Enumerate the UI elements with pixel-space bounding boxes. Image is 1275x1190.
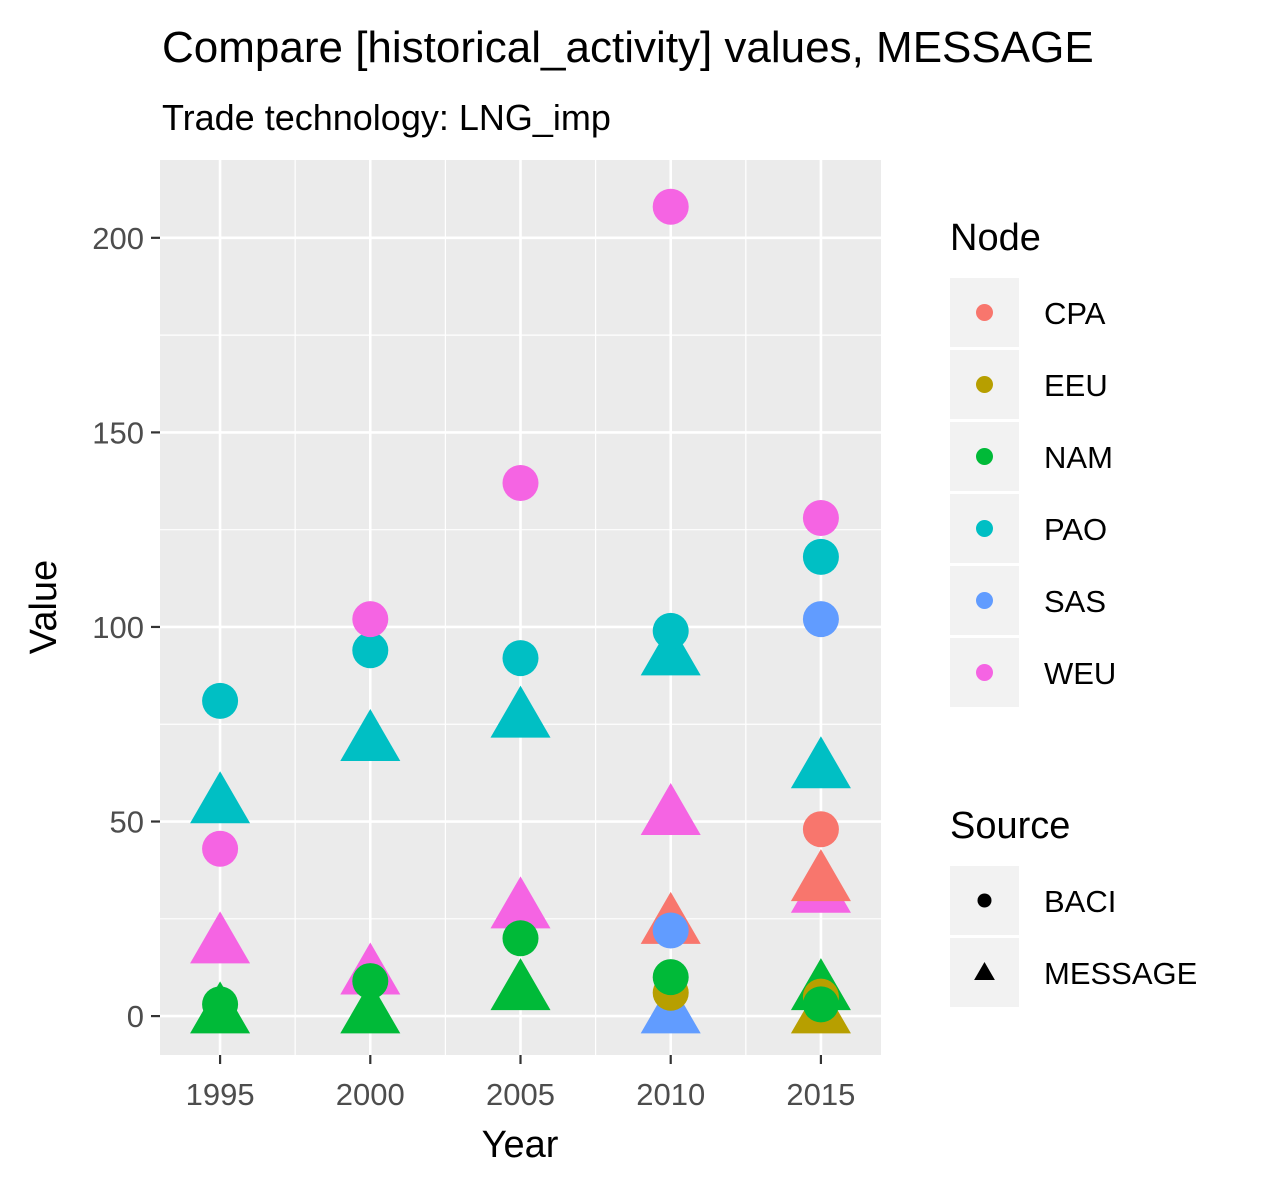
x-axis: 1995 2000 2005 2010 2015 (186, 1055, 855, 1112)
data-point-pao-message-2005 (490, 685, 551, 738)
y-axis-label: Value (23, 560, 65, 654)
data-point-nam-message-2005 (490, 958, 551, 1011)
y-axis: 0 50 100 150 200 (92, 221, 160, 1034)
legend-marker-baci (977, 893, 992, 908)
y-tick-label: 100 (92, 610, 144, 645)
data-point-pao-baci-2010 (652, 612, 689, 649)
data-point-weu-message-1995 (190, 911, 251, 964)
data-point-nam-baci-2005 (502, 920, 539, 957)
legend-label-message: MESSAGE (1044, 956, 1197, 991)
legend-label-sas: SAS (1044, 584, 1106, 619)
data-point-nam-baci-2000 (352, 963, 389, 1000)
data-point-pao-baci-2000 (352, 632, 389, 669)
legend-marker-cpa (976, 304, 993, 321)
legend-label-nam: NAM (1044, 440, 1113, 475)
data-point-weu-baci-2000 (352, 601, 389, 638)
data-point-weu-message-2010 (640, 782, 701, 835)
data-point-pao-message-1995 (190, 771, 251, 824)
legend-label-eeu: EEU (1044, 368, 1108, 403)
legend-marker-nam (976, 448, 993, 465)
data-point-pao-message-2015 (790, 736, 851, 789)
data-point-pao-message-2010 (640, 623, 701, 676)
data-point-pao-baci-2005 (502, 640, 539, 677)
x-axis-label: Year (482, 1124, 559, 1166)
y-tick-label: 50 (110, 805, 144, 840)
x-tick-label: 2005 (486, 1077, 555, 1112)
legend-label-weu: WEU (1044, 656, 1116, 691)
legend-label-baci: BACI (1044, 884, 1116, 919)
data-point-weu-baci-1995 (202, 830, 239, 867)
y-tick-label: 200 (92, 221, 144, 256)
legend: Node CPA EEU NAM PAO SAS WEU Source BACI MESSA… (950, 217, 1197, 1007)
data-point-sas-baci-2010 (652, 912, 689, 949)
x-tick-label: 2010 (636, 1077, 705, 1112)
data-point-weu-message-2005 (490, 876, 551, 929)
data-points (190, 188, 851, 1034)
chart-title: Compare [historical_activity] values, ME… (162, 23, 1094, 72)
legend-marker-message (974, 962, 995, 980)
legend-marker-pao (976, 520, 993, 537)
data-point-nam-baci-2015 (802, 986, 839, 1023)
legend-node-keys: CPA EEU NAM PAO SAS WEU (950, 278, 1116, 707)
data-point-weu-baci-2005 (502, 464, 539, 501)
x-tick-label: 1995 (186, 1077, 255, 1112)
legend-marker-eeu (976, 376, 993, 393)
data-point-sas-baci-2015 (802, 601, 839, 638)
data-point-pao-message-2000 (340, 709, 401, 762)
data-point-weu-baci-2015 (802, 500, 839, 536)
data-point-weu-baci-2010 (652, 188, 689, 225)
data-point-pao-baci-1995 (202, 682, 239, 719)
data-point-nam-baci-2010 (652, 959, 689, 996)
legend-marker-weu (976, 664, 993, 681)
legend-node-title: Node (950, 217, 1041, 259)
legend-marker-sas (976, 592, 993, 609)
data-point-pao-baci-2015 (802, 538, 839, 575)
data-point-nam-message-2000 (340, 981, 401, 1034)
chart-subtitle: Trade technology: LNG_imp (162, 97, 611, 138)
data-point-nam-baci-1995 (202, 986, 239, 1023)
x-tick-label: 2015 (786, 1077, 855, 1112)
data-point-cpa-message-2015 (790, 849, 851, 902)
legend-source-keys: BACI MESSAGE (950, 866, 1197, 1007)
y-tick-label: 0 (127, 999, 144, 1034)
legend-label-cpa: CPA (1044, 296, 1106, 331)
legend-label-pao: PAO (1044, 512, 1107, 547)
legend-source-title: Source (950, 805, 1070, 847)
data-point-cpa-baci-2015 (802, 811, 839, 848)
y-tick-label: 150 (92, 415, 144, 450)
x-tick-label: 2000 (336, 1077, 405, 1112)
